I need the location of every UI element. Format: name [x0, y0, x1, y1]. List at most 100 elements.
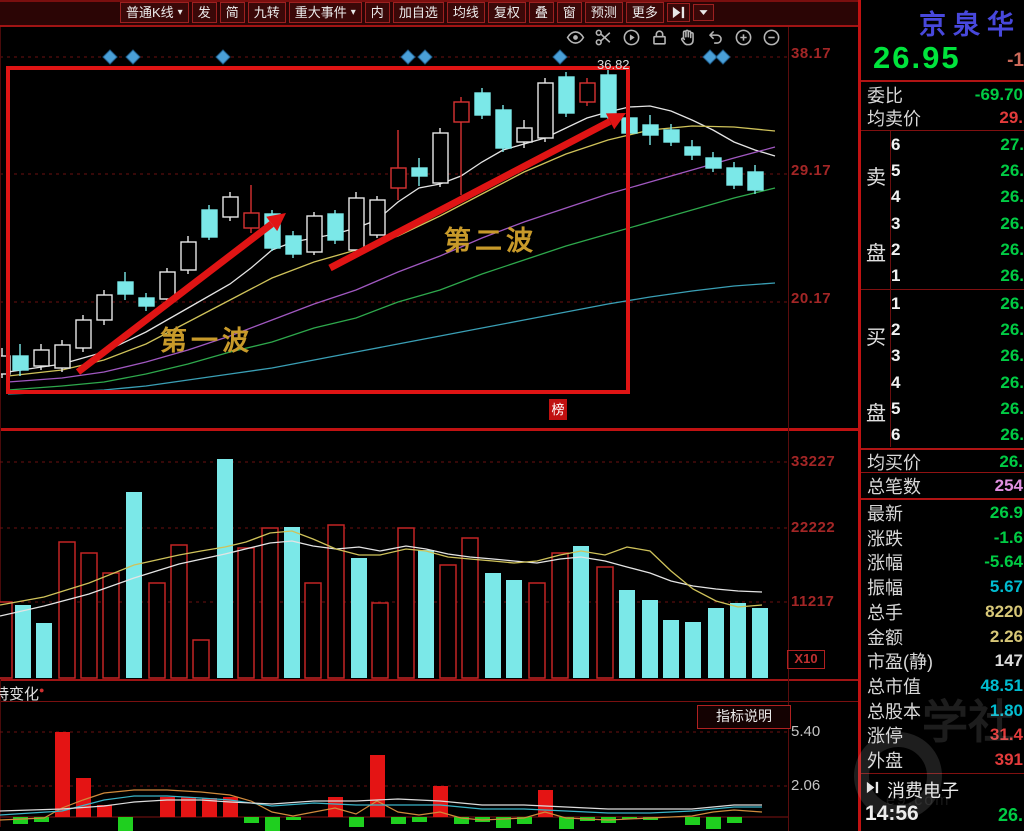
indicator-bar	[391, 817, 406, 824]
book-row: 4 26.	[891, 371, 1024, 395]
book-level: 6	[891, 135, 901, 154]
annotation-rect	[6, 66, 630, 394]
toolbar-button[interactable]: 重大事件 ▾	[288, 2, 362, 23]
stat-row: 涨跌 -1.6	[862, 527, 1024, 549]
toolbar-button[interactable]: 内	[364, 2, 390, 23]
volume-bar	[284, 527, 300, 678]
annotation-arrowhead	[266, 213, 286, 232]
book-price: 26.	[1000, 161, 1024, 181]
divider	[861, 130, 1024, 131]
stat-value: 5.67	[989, 577, 1023, 597]
high-price-label: 36.82	[597, 57, 630, 72]
indicator-bar	[265, 817, 280, 831]
rank-badge[interactable]: 榜	[549, 399, 567, 420]
divider	[858, 0, 861, 831]
axis-label: 20.17	[791, 290, 832, 307]
volume-chart[interactable]	[0, 431, 858, 679]
toolbar-button-label: 重大事件	[294, 5, 347, 20]
sector-row[interactable]: 消费电子	[863, 777, 959, 803]
candle	[201, 209, 218, 238]
stat-label: 涨幅	[867, 553, 903, 574]
caret-down-icon[interactable]	[692, 4, 714, 21]
indicator-help-button[interactable]: 指标说明	[697, 705, 791, 729]
book-price: 26.	[1000, 294, 1024, 313]
scissors-icon[interactable]	[594, 28, 613, 47]
stat-row: 市盈(静) 147	[862, 650, 1024, 672]
stat-value: 48.51	[980, 675, 1023, 695]
toolbar-button-label: 更多	[631, 5, 658, 20]
indicator-bar	[349, 817, 364, 827]
ma-line	[0, 540, 763, 617]
main-candlestick-chart[interactable]	[0, 27, 858, 431]
toolbar-button[interactable]: 窗	[556, 2, 582, 23]
volume-bar	[327, 524, 345, 679]
stat-row: 振幅 5.67	[862, 576, 1024, 598]
stock-price: 26.95	[873, 40, 961, 75]
toolbar-button[interactable]: 九转	[247, 2, 286, 23]
book-price: 26.	[1000, 187, 1024, 207]
volume-bar	[0, 601, 13, 679]
candle	[558, 76, 575, 114]
indicator-bar	[622, 817, 637, 819]
book-level: 4	[891, 372, 901, 392]
toolbar-button[interactable]: 叠	[528, 2, 554, 23]
next-icon[interactable]	[666, 3, 690, 22]
volume-bar	[351, 558, 367, 678]
ma-line	[0, 789, 763, 821]
next-icon	[863, 780, 887, 800]
volume-bar	[261, 527, 279, 679]
zoom-out-icon[interactable]	[762, 28, 781, 47]
play-circle-icon[interactable]	[622, 28, 641, 47]
volume-bar	[418, 550, 434, 678]
book-level: 2	[891, 239, 901, 259]
footer-tab-label[interactable]: 特变化●	[0, 685, 45, 703]
candle	[579, 82, 596, 103]
volume-bar	[439, 564, 457, 679]
volume-bar	[397, 527, 415, 679]
book-row: 4 26.	[891, 185, 1024, 209]
volume-bar	[551, 552, 569, 679]
volume-bar	[192, 639, 210, 679]
chart-toolbar	[566, 28, 790, 47]
divider	[0, 428, 858, 431]
toolbar-button[interactable]: 简	[219, 2, 245, 23]
zoom-in-icon[interactable]	[734, 28, 753, 47]
diamond-marker-icon	[102, 49, 118, 65]
candle	[600, 74, 617, 118]
candle	[369, 199, 386, 236]
book-row: 6 27.	[891, 133, 1024, 157]
candle	[138, 297, 155, 307]
candle	[474, 92, 491, 116]
indicator-bar	[160, 797, 175, 817]
undo-icon[interactable]	[706, 28, 725, 47]
diamond-marker-icon	[702, 49, 718, 65]
indicator-chart[interactable]	[0, 702, 858, 831]
stat-label: 总股本	[867, 701, 921, 722]
toolbar-button[interactable]: 均线	[446, 2, 485, 23]
stat-value: 2.26	[989, 626, 1023, 646]
eye-icon[interactable]	[566, 28, 585, 47]
candle	[180, 241, 197, 271]
toolbar-button[interactable]: 发	[191, 2, 217, 23]
stat-value: 391	[994, 750, 1023, 769]
axis-label: 11217	[791, 593, 835, 610]
toolbar-button[interactable]: 更多	[625, 2, 664, 23]
book-level: 6	[891, 425, 901, 444]
diamond-marker-icon	[215, 49, 231, 65]
toolbar-button[interactable]: 普通K线 ▾	[120, 2, 189, 23]
volume-bar	[304, 582, 322, 679]
toolbar-button[interactable]: 复权	[487, 2, 526, 23]
toolbar-button[interactable]: 加自选	[392, 2, 444, 23]
divider	[890, 131, 891, 447]
toolbar-button-label: 窗	[562, 5, 576, 20]
toolbar-button[interactable]: 预测	[584, 2, 623, 23]
divider	[0, 27, 1, 827]
book-level: 3	[891, 346, 901, 366]
hand-icon[interactable]	[678, 28, 697, 47]
candle	[117, 281, 134, 295]
axis-label: 5.40	[791, 723, 821, 740]
lock-icon[interactable]	[650, 28, 669, 47]
indicator-bar	[286, 817, 301, 820]
book-level: 1	[891, 294, 901, 313]
candle	[432, 132, 449, 184]
